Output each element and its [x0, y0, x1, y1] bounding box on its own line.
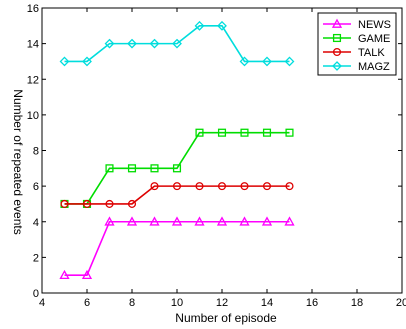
data-point [262, 128, 272, 137]
data-point [194, 20, 205, 31]
data-point [262, 56, 272, 67]
data-point [127, 199, 137, 208]
y-tick-label: 4 [33, 217, 39, 229]
legend-marker [331, 18, 343, 28]
x-tick-label: 8 [129, 297, 135, 309]
data-point [126, 216, 138, 226]
data-point [105, 199, 114, 208]
data-point [105, 164, 114, 173]
series-magz [59, 20, 295, 67]
y-tick-label: 10 [27, 110, 39, 122]
data-point [150, 182, 159, 191]
data-point [285, 182, 294, 191]
legend-marker [332, 47, 342, 57]
data-point [59, 269, 70, 280]
legend-label: MAGZ [358, 61, 390, 73]
data-point [284, 56, 295, 67]
x-tick-label: 14 [261, 297, 273, 309]
data-point [172, 164, 182, 173]
series-talk [60, 182, 294, 208]
legend-item: MAGZ [323, 61, 390, 73]
data-point [239, 216, 250, 226]
x-tick-label: 10 [171, 297, 183, 309]
y-tick-label: 0 [33, 288, 39, 300]
y-tick-label: 14 [27, 39, 39, 51]
data-point [81, 269, 93, 280]
legend-marker [332, 33, 342, 43]
data-point [127, 164, 137, 173]
data-point [239, 56, 250, 67]
y-tick-label: 16 [27, 3, 39, 15]
x-tick-label: 20 [396, 297, 406, 309]
data-point [172, 38, 182, 49]
data-point [59, 56, 70, 67]
data-point [149, 216, 160, 226]
x-tick-label: 6 [84, 297, 90, 309]
y-tick-label: 2 [33, 252, 39, 264]
data-point [240, 128, 249, 137]
x-tick-label: 18 [351, 297, 363, 309]
x-axis-label: Number of episode [175, 311, 277, 325]
series-game [60, 128, 294, 208]
data-point [104, 216, 115, 226]
data-point [127, 38, 137, 49]
data-point [172, 182, 182, 191]
data-point [261, 216, 273, 226]
legend-marker [332, 61, 342, 71]
data-point [216, 216, 228, 226]
y-tick-label: 12 [27, 74, 39, 86]
data-point [217, 20, 227, 31]
data-point [149, 38, 160, 49]
series-line [64, 185, 290, 205]
data-point [194, 216, 205, 226]
series-line [64, 25, 290, 63]
data-point [171, 216, 183, 226]
series-news [59, 216, 295, 280]
legend-label: NEWS [358, 19, 391, 31]
series-line [64, 220, 290, 276]
data-point [82, 199, 92, 208]
legend-label: GAME [358, 33, 390, 45]
y-axis-label: Number of repeated events [11, 89, 25, 234]
legend-label: TALK [358, 47, 385, 59]
x-tick-label: 4 [39, 297, 45, 309]
data-point [195, 182, 204, 191]
data-point [240, 182, 249, 191]
data-point [195, 128, 204, 137]
data-point [104, 38, 115, 49]
legend: NEWS GAME TALK MAGZ [317, 12, 397, 76]
data-point [82, 56, 92, 67]
legend-item: NEWS [323, 18, 391, 31]
y-tick-label: 8 [33, 146, 39, 158]
data-point [284, 216, 295, 226]
series-line [64, 131, 290, 205]
data-point [217, 128, 227, 137]
y-tick-label: 6 [33, 181, 39, 193]
data-point [262, 182, 272, 191]
data-point [60, 199, 69, 208]
data-point [217, 182, 227, 191]
x-tick-label: 16 [306, 297, 318, 309]
data-point [285, 128, 294, 137]
legend-item: GAME [323, 33, 390, 45]
x-tick-label: 12 [216, 297, 228, 309]
data-point [150, 164, 159, 173]
legend-item: TALK [323, 47, 385, 59]
